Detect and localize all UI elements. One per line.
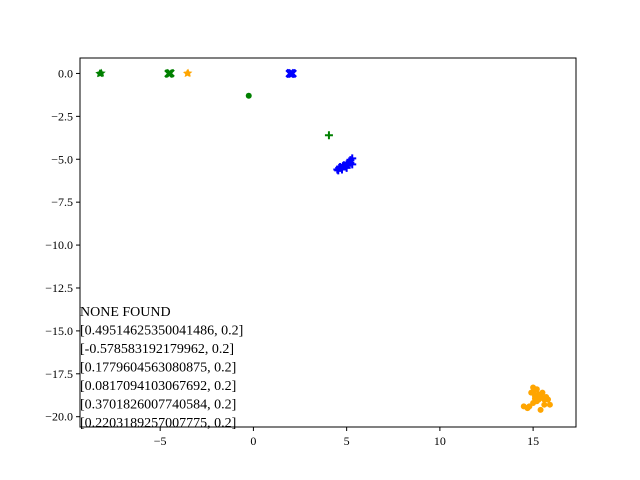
- annotation-line: [-0.578583192179962, 0.2]: [80, 342, 234, 357]
- series-2: [182, 68, 193, 78]
- x-tick-label: 15: [527, 434, 539, 448]
- data-point: [543, 393, 550, 400]
- data-marks: [95, 68, 553, 413]
- y-tick-label: −5.0: [51, 152, 73, 166]
- x-tick-label: −5: [154, 434, 167, 448]
- annotation-line: [0.49514625350041486, 0.2]: [80, 324, 243, 339]
- series-7: [520, 384, 553, 413]
- data-point: [524, 405, 531, 412]
- data-point: [541, 401, 548, 408]
- x-tick-label: 0: [250, 434, 256, 448]
- y-tick-label: 0.0: [58, 66, 73, 80]
- data-point: [343, 158, 352, 167]
- series-6: [333, 154, 357, 175]
- y-tick-label: −7.5: [51, 195, 73, 209]
- data-point: [535, 396, 542, 403]
- data-point: [245, 92, 252, 99]
- y-tick-label: −20.0: [45, 410, 73, 424]
- y-tick-label: −10.0: [45, 238, 73, 252]
- annotation-line: [0.1779604563080875, 0.2]: [80, 361, 236, 376]
- series-5: [324, 131, 333, 140]
- annotation-block: NONE FOUND [0.49514625350041486, 0.2] [-0.…: [80, 305, 243, 431]
- annotation-line: [0.3701826007740584, 0.2]: [80, 398, 236, 413]
- series-1: [164, 68, 175, 79]
- data-point: [183, 68, 193, 77]
- data-point: [95, 69, 104, 78]
- data-point: [539, 389, 546, 396]
- series-4: [285, 68, 297, 79]
- data-point: [324, 131, 333, 140]
- annotation-line: [0.2203189257007775, 0.2]: [80, 416, 236, 431]
- data-point: [164, 69, 173, 79]
- series-3: [245, 92, 252, 99]
- plot-frame: [79, 57, 577, 428]
- data-point: [531, 387, 538, 394]
- x-tick-label: 5: [344, 434, 350, 448]
- data-point: [546, 401, 553, 408]
- y-tick-label: −17.5: [45, 367, 73, 381]
- data-point: [287, 69, 297, 79]
- y-tick-label: −15.0: [45, 324, 73, 338]
- y-tick-label: −2.5: [51, 109, 73, 123]
- series-0: [95, 68, 106, 78]
- data-point: [537, 406, 544, 413]
- data-point: [348, 154, 357, 163]
- plot-background: [80, 58, 576, 427]
- annotation-line: NONE FOUND: [80, 305, 171, 320]
- axes: −5 0 5 10 15 0.0 −2.5 −5.0 −7.5 −10.0 −12.5 −15.0 −1…: [45, 66, 539, 448]
- y-tick-label: −12.5: [45, 281, 73, 295]
- annotation-line: [0.0817094103067692, 0.2]: [80, 379, 236, 394]
- x-tick-label: 10: [434, 434, 446, 448]
